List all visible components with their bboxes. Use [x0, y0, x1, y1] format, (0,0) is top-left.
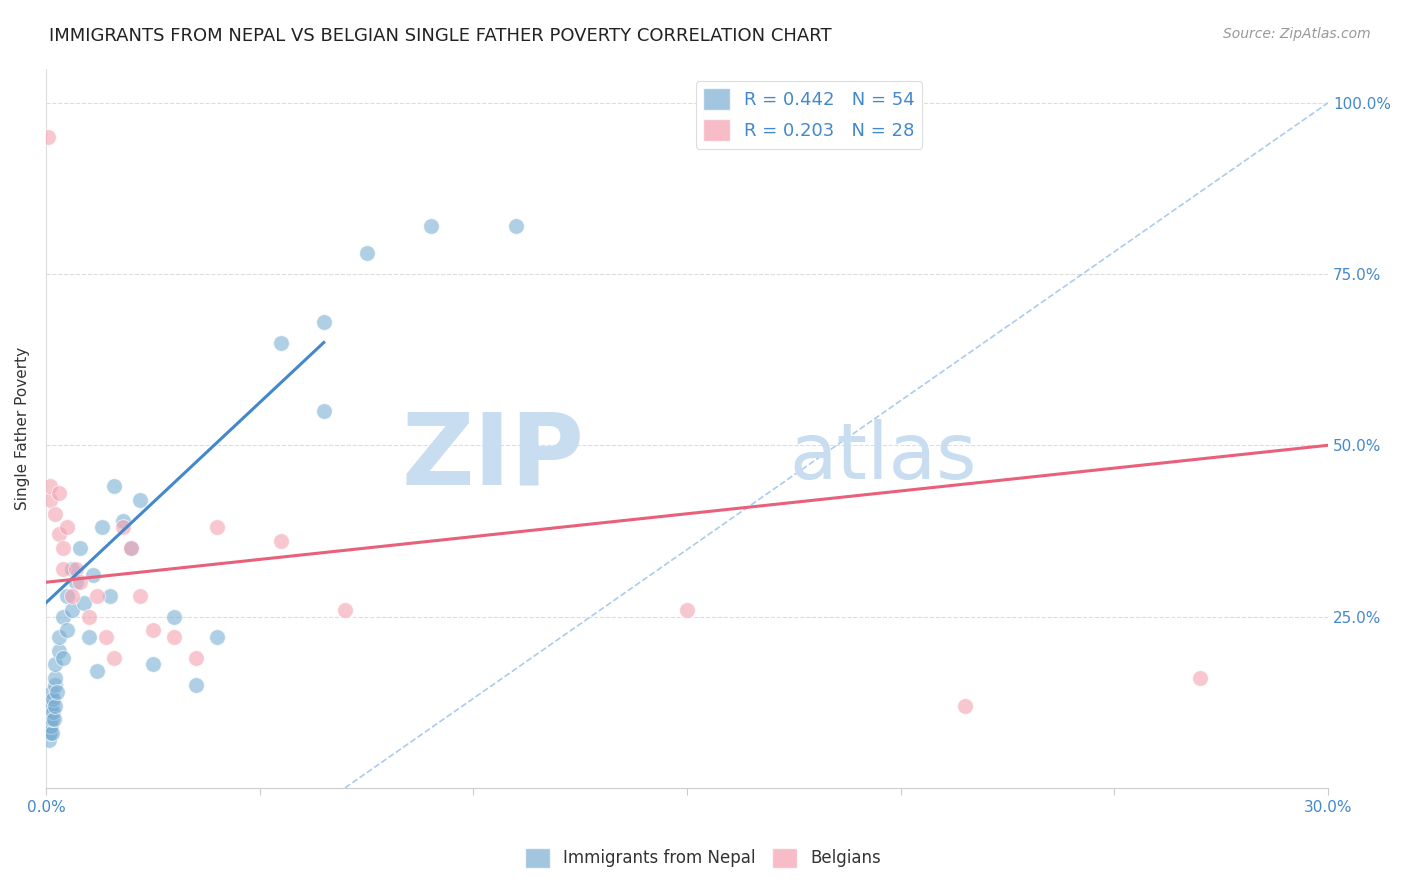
- Point: [38, 732, 60, 747]
- Point: [953, 698, 976, 713]
- Point: [39, 493, 62, 508]
- Point: [38, 726, 60, 740]
- Point: [42, 691, 65, 706]
- Point: [44, 678, 66, 692]
- Point: [41, 712, 63, 726]
- Point: [356, 246, 378, 260]
- Point: [69, 575, 91, 590]
- Y-axis label: Single Father Poverty: Single Father Poverty: [15, 347, 30, 509]
- Point: [41, 685, 63, 699]
- Point: [60, 602, 83, 616]
- Point: [60, 561, 83, 575]
- Point: [41, 691, 63, 706]
- Point: [45, 685, 67, 699]
- Point: [39, 719, 62, 733]
- Legend: Immigrants from Nepal, Belgians: Immigrants from Nepal, Belgians: [517, 841, 889, 875]
- Point: [98, 589, 121, 603]
- Point: [37, 130, 59, 145]
- Point: [270, 335, 292, 350]
- Point: [111, 520, 134, 534]
- Point: [52, 541, 75, 555]
- Point: [86, 589, 108, 603]
- Point: [38, 706, 60, 720]
- Text: atlas: atlas: [790, 419, 977, 495]
- Point: [65, 561, 87, 575]
- Point: [52, 561, 75, 575]
- Point: [103, 479, 125, 493]
- Point: [38, 719, 60, 733]
- Point: [69, 541, 91, 555]
- Point: [86, 665, 108, 679]
- Point: [142, 657, 165, 672]
- Point: [48, 486, 70, 500]
- Point: [184, 678, 207, 692]
- Point: [205, 520, 228, 534]
- Point: [205, 630, 228, 644]
- Point: [129, 589, 152, 603]
- Point: [333, 602, 356, 616]
- Point: [39, 712, 62, 726]
- Point: [90, 520, 112, 534]
- Point: [48, 527, 70, 541]
- Text: IMMIGRANTS FROM NEPAL VS BELGIAN SINGLE FATHER POVERTY CORRELATION CHART: IMMIGRANTS FROM NEPAL VS BELGIAN SINGLE …: [49, 27, 832, 45]
- Point: [77, 609, 100, 624]
- Point: [44, 671, 66, 685]
- Point: [163, 630, 186, 644]
- Point: [82, 568, 104, 582]
- Point: [48, 644, 70, 658]
- Text: ZIP: ZIP: [402, 409, 585, 506]
- Point: [60, 589, 83, 603]
- Point: [312, 315, 335, 329]
- Text: Source: ZipAtlas.com: Source: ZipAtlas.com: [1223, 27, 1371, 41]
- Point: [52, 609, 75, 624]
- Point: [39, 698, 62, 713]
- Point: [94, 630, 117, 644]
- Point: [44, 507, 66, 521]
- Point: [56, 589, 79, 603]
- Point: [48, 630, 70, 644]
- Point: [312, 404, 335, 418]
- Point: [56, 624, 79, 638]
- Point: [120, 541, 142, 555]
- Point: [42, 706, 65, 720]
- Point: [52, 650, 75, 665]
- Point: [39, 726, 62, 740]
- Point: [41, 698, 63, 713]
- Legend: R = 0.442   N = 54, R = 0.203   N = 28: R = 0.442 N = 54, R = 0.203 N = 28: [696, 81, 922, 149]
- Point: [103, 650, 125, 665]
- Point: [270, 534, 292, 549]
- Point: [419, 219, 441, 233]
- Point: [65, 575, 87, 590]
- Point: [676, 602, 699, 616]
- Point: [111, 514, 134, 528]
- Point: [163, 609, 186, 624]
- Point: [1188, 671, 1211, 685]
- Point: [142, 624, 165, 638]
- Point: [39, 706, 62, 720]
- Point: [505, 219, 527, 233]
- Point: [44, 657, 66, 672]
- Point: [77, 630, 100, 644]
- Point: [73, 596, 96, 610]
- Point: [42, 712, 65, 726]
- Point: [44, 698, 66, 713]
- Point: [120, 541, 142, 555]
- Point: [39, 719, 62, 733]
- Point: [39, 479, 62, 493]
- Point: [184, 650, 207, 665]
- Point: [56, 520, 79, 534]
- Point: [41, 726, 63, 740]
- Point: [129, 493, 152, 508]
- Point: [37, 712, 59, 726]
